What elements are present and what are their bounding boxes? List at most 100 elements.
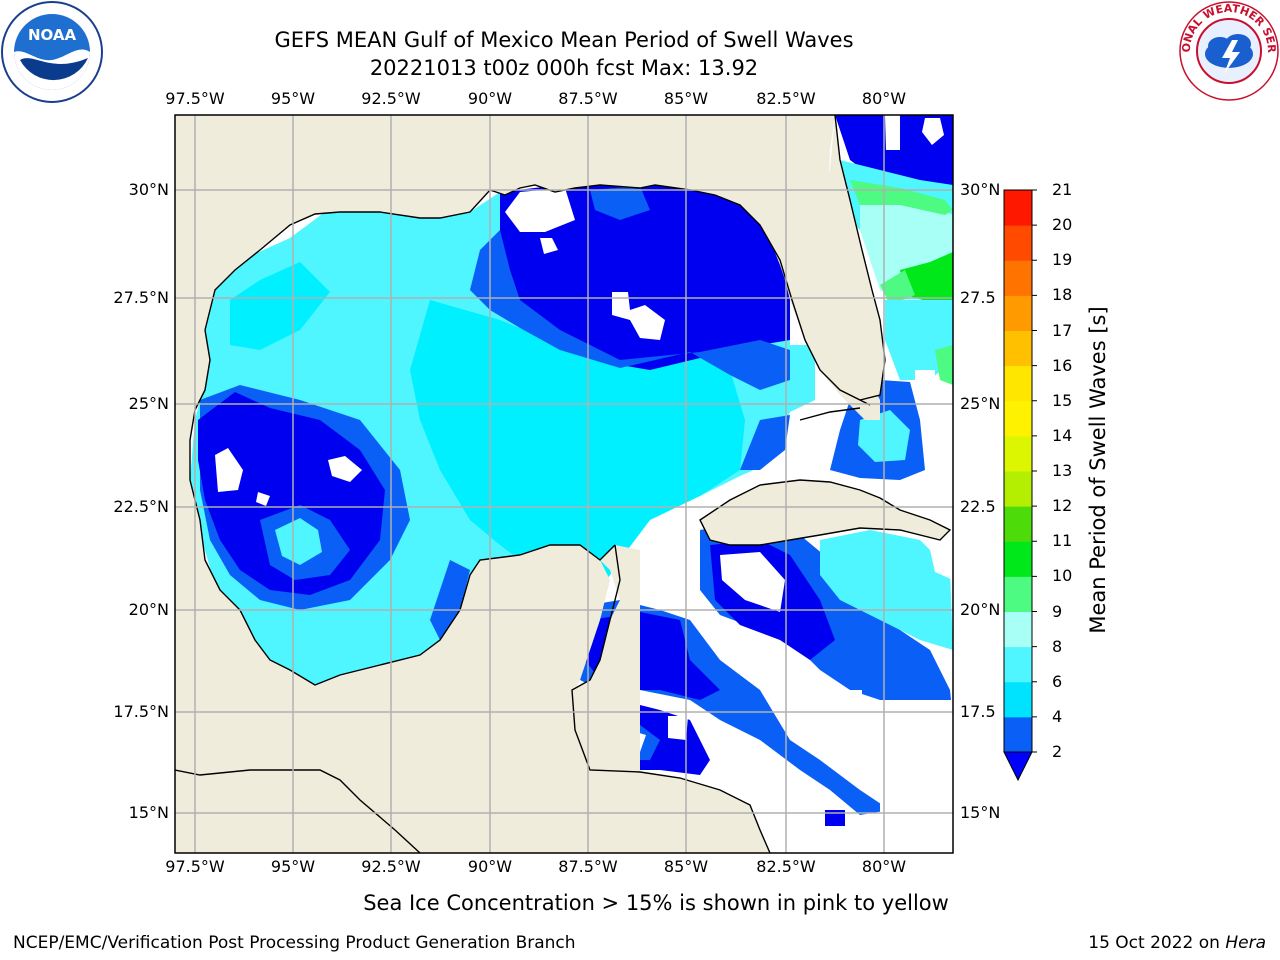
lon-label-bottom: 80°W [861, 857, 907, 876]
map-region-white [256, 492, 270, 506]
colorbar-tick-label: 18 [1052, 285, 1073, 305]
map-region-cyan [410, 300, 745, 620]
map-region-white [612, 292, 665, 340]
map-region-green [900, 252, 953, 302]
lon-label-bottom: 82.5°W [756, 857, 816, 876]
map-gridlines [175, 115, 953, 853]
colorbar-tick-label: 2 [1052, 742, 1063, 761]
map-region-white [880, 700, 953, 853]
map-region-white [505, 188, 575, 232]
map-subtitle: 20221013 t00z 000h fcst Max: 13.92 [369, 56, 759, 80]
map-region-land [770, 115, 885, 400]
lon-label-top: 97.5°W [165, 89, 225, 108]
footer-date: 15 Oct 2022 on Hera [1088, 933, 1266, 953]
nws-logo: NATIONAL WEATHER SERVICE [1178, 0, 1279, 101]
map-region-light [820, 530, 953, 650]
map-region-deep [825, 810, 845, 826]
map-region-light [275, 518, 322, 565]
lat-label-left: 20°N [128, 600, 169, 619]
colorbar-segment [1004, 611, 1032, 648]
lat-label-left: 30°N [128, 180, 169, 199]
colorbar-extend-arrow [1003, 751, 1033, 782]
lon-label-bottom: 85°W [663, 857, 709, 876]
map-region-white [890, 815, 953, 853]
colorbar-segment [1004, 471, 1032, 507]
colorbar-tick-label: 11 [1052, 531, 1073, 551]
footer-date-text: 15 Oct 2022 on [1088, 933, 1226, 953]
colorbar-segment [1004, 541, 1032, 577]
map-region-white [922, 118, 944, 145]
colorbar-tick-label: 21 [1052, 180, 1073, 199]
map-region-mid [430, 560, 470, 640]
lat-label-right: 20°N [960, 600, 1001, 619]
lat-label-right: 15°N [960, 803, 1001, 822]
lat-label-right: 25°N [960, 394, 1001, 413]
map-region-mid [740, 415, 790, 470]
colorbar-tick-label: 4 [1052, 706, 1063, 726]
footer-machine: Hera [1225, 933, 1266, 953]
map-region-lgreen [880, 270, 915, 305]
colorbar-segment [1004, 681, 1032, 718]
map-region-lgreen [935, 345, 953, 385]
lon-label-bottom: 87.5°W [558, 857, 618, 876]
colorbar-segment [1004, 330, 1032, 367]
map-frame [174, 114, 954, 854]
map-region-white [885, 115, 900, 150]
colorbar-tick-label: 15 [1052, 390, 1073, 410]
map-region-mid [470, 230, 790, 390]
map-region-land [560, 680, 575, 730]
map-region-white [720, 552, 785, 612]
lat-label-left: 15°N [128, 803, 169, 822]
map-region-white [540, 238, 558, 254]
lon-label-bottom: 97.5°W [165, 857, 225, 876]
map-region-lgreen [850, 180, 953, 215]
lat-label-right: 22.5 [960, 497, 996, 516]
colorbar-label: Mean Period of Swell Waves [s] [1086, 306, 1110, 634]
map-region-mid [590, 186, 650, 220]
map-region-white [215, 448, 243, 492]
colorbar-segment [1004, 365, 1032, 402]
lon-label-top: 90°W [467, 89, 513, 108]
colorbar-tick-label: 13 [1052, 461, 1073, 480]
lat-label-right: 27.5 [960, 288, 996, 307]
lon-label-bottom: 92.5°W [361, 857, 421, 876]
colorbar-segment [1004, 576, 1032, 612]
colorbar-tick-label: 12 [1052, 496, 1073, 516]
lon-label-top: 95°W [270, 89, 316, 108]
map-region-white [930, 550, 953, 580]
lat-label-left: 27.5°N [113, 288, 169, 307]
colorbar-segment [1004, 260, 1032, 296]
map-region-cyan [230, 262, 330, 350]
map-region-white [328, 456, 362, 482]
colorbar-segment [1004, 400, 1032, 437]
map-region-white [668, 716, 688, 740]
colorbar-tick-label: 20 [1052, 215, 1073, 235]
noaa-logo: NOAA [1, 1, 103, 103]
map-region-white [848, 690, 862, 720]
lat-label-left: 25°N [128, 394, 169, 413]
colorbar-tick-label: 8 [1052, 636, 1063, 656]
lat-label-left: 22.5°N [113, 497, 169, 516]
colorbar-segment [1004, 435, 1032, 472]
map-title: GEFS MEAN Gulf of Mexico Mean Period of … [274, 28, 854, 52]
colorbar-tick-label: 6 [1052, 671, 1063, 691]
colorbar-segment [1004, 506, 1032, 542]
colorbar-tick-label: 10 [1052, 566, 1073, 586]
colorbar-tick-label: 9 [1052, 601, 1063, 621]
colorbar-segment [1004, 646, 1032, 683]
lat-label-right: 30°N [960, 180, 1001, 199]
lat-label-left: 17.5°N [113, 702, 169, 721]
colorbar-segment [1004, 295, 1032, 331]
colorbar-segment [1004, 190, 1032, 226]
lon-label-top: 85°W [663, 89, 709, 108]
footer-credit: NCEP/EMC/Verification Post Processing Pr… [13, 933, 576, 953]
colorbar-tick-label: 16 [1052, 355, 1073, 375]
colorbar [1003, 189, 1037, 782]
lon-label-top: 82.5°W [756, 89, 816, 108]
lon-label-top: 92.5°W [361, 89, 421, 108]
map-region-white [920, 370, 953, 500]
noaa-logo-text: NOAA [28, 26, 77, 44]
colorbar-segment [1004, 716, 1032, 753]
map-region-white [915, 370, 935, 395]
